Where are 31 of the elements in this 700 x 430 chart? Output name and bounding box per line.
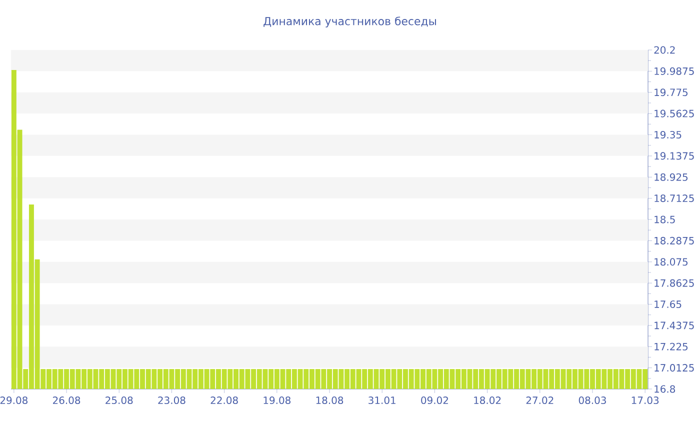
y-tick-label: 19.35 [654, 130, 682, 139]
x-tick-label: 23.08 [158, 396, 186, 404]
y-tick-label: 17.225 [654, 342, 688, 350]
x-tick-label: 19.08 [264, 396, 290, 404]
y-tick-label: 17.0125 [654, 364, 694, 372]
y-tick-label: 17.8625 [654, 279, 694, 287]
y-tick-label: 19.5625 [654, 110, 694, 118]
y-tick-label: 18.925 [654, 173, 688, 181]
x-tick-label: 18.02 [474, 396, 501, 404]
y-tick-label: 19.1375 [654, 152, 694, 160]
x-tick-label: 08.03 [578, 396, 606, 404]
chart-title: Динамика участников беседы [264, 16, 436, 28]
x-tick-label: 22.08 [210, 396, 238, 404]
x-tick-label: 18.08 [316, 396, 344, 404]
y-tick-label: 20.2 [654, 46, 675, 54]
y-tick-label: 17.65 [654, 300, 682, 308]
y-tick-label: 18.2875 [654, 236, 694, 244]
x-tick-label: 29.08 [0, 396, 28, 404]
y-tick-label: 18.075 [654, 258, 688, 266]
x-tick-label: 09.02 [421, 396, 448, 404]
y-tick-label: 18.5 [654, 216, 675, 224]
y-tick-label: 19.775 [654, 88, 688, 96]
x-tick-label: 31.01 [368, 396, 396, 404]
y-tick-label: 17.4375 [654, 322, 694, 330]
y-tick-label: 18.7125 [654, 194, 694, 202]
x-tick-label: 17.03 [632, 396, 659, 404]
x-tick-label: 26.08 [53, 396, 80, 404]
x-tick-label: 25.08 [106, 396, 133, 404]
y-tick-label: 19.9875 [654, 67, 694, 75]
y-tick-label: 16.8 [654, 385, 676, 393]
x-tick-label: 27.02 [526, 396, 554, 404]
